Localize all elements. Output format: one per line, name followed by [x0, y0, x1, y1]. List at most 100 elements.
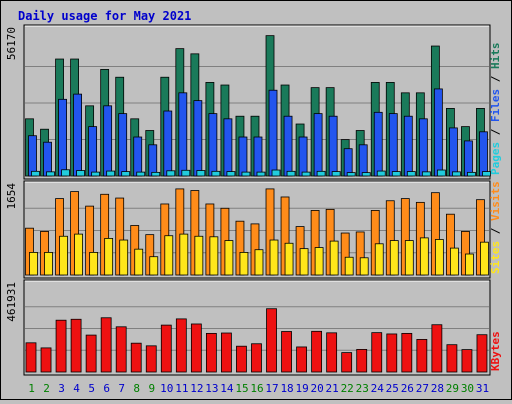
bar-files-5 — [88, 126, 98, 177]
bar-kbytes-10 — [160, 324, 172, 373]
legend-separator: / — [489, 221, 502, 241]
legend-entry-files: Files — [489, 89, 502, 122]
bar-sites-4 — [74, 233, 83, 276]
bar-sites-24 — [374, 243, 384, 276]
bar-files-24 — [373, 111, 383, 177]
bar-kbytes-12 — [190, 323, 202, 373]
bar-pages-8 — [136, 171, 146, 177]
bar-kbytes-13 — [205, 332, 217, 373]
legend-bottom: KBytes — [489, 331, 502, 371]
bar-files-6 — [103, 105, 113, 177]
bar-pages-27 — [421, 171, 431, 177]
bar-sites-29 — [450, 247, 459, 276]
x-tick-label-24: 24 — [371, 382, 385, 395]
bar-sites-22 — [344, 256, 354, 276]
bar-kbytes-28 — [431, 324, 443, 373]
bar-files-4 — [73, 93, 82, 177]
bar-files-9 — [148, 144, 158, 177]
bar-pages-12 — [196, 170, 206, 177]
x-tick-label-22: 22 — [341, 382, 354, 395]
x-tick-label-23: 23 — [356, 382, 369, 395]
bar-files-18 — [283, 115, 293, 177]
bar-pages-17 — [271, 169, 281, 177]
bar-kbytes-7 — [115, 326, 127, 373]
x-tick-label-15: 15 — [235, 382, 248, 395]
x-tick-label-8: 8 — [133, 382, 140, 395]
bar-pages-4 — [76, 170, 85, 177]
legend-separator: / — [489, 122, 502, 142]
bar-sites-31 — [480, 241, 489, 276]
bar-kbytes-11 — [175, 318, 187, 373]
x-tick-label-29: 29 — [446, 382, 459, 395]
bar-kbytes-1 — [25, 342, 37, 373]
bar-sites-26 — [404, 240, 414, 276]
bar-pages-19 — [301, 171, 311, 177]
bar-sites-28 — [434, 239, 444, 276]
bar-sites-6 — [104, 238, 114, 276]
x-tick-label-25: 25 — [386, 382, 399, 395]
bar-sites-18 — [284, 242, 294, 276]
bar-pages-29 — [452, 171, 461, 177]
bar-sites-2 — [44, 252, 53, 276]
bar-sites-15 — [239, 252, 249, 276]
bar-pages-1 — [31, 170, 40, 177]
bar-sites-20 — [314, 247, 324, 276]
x-tick-label-12: 12 — [190, 382, 203, 395]
bar-sites-1 — [29, 252, 38, 276]
legend-top: Pages / Files / Hits — [489, 43, 502, 176]
x-tick-label-17: 17 — [265, 382, 278, 395]
x-tick-label-2: 2 — [43, 382, 50, 395]
bar-files-21 — [328, 115, 338, 177]
bar-sites-13 — [209, 236, 219, 276]
bar-kbytes-4 — [70, 318, 82, 373]
bar-files-22 — [343, 148, 353, 177]
y-max-label-middle: 1654 — [5, 183, 18, 210]
bar-kbytes-5 — [85, 334, 97, 373]
bar-files-1 — [28, 135, 37, 177]
bar-kbytes-2 — [40, 347, 52, 373]
bar-files-15 — [238, 136, 248, 177]
x-tick-label-7: 7 — [118, 382, 125, 395]
bar-kbytes-16 — [251, 343, 262, 373]
x-tick-label-26: 26 — [401, 382, 414, 395]
bar-kbytes-29 — [446, 344, 458, 373]
x-tick-label-11: 11 — [175, 382, 188, 395]
bar-sites-21 — [329, 240, 339, 276]
x-tick-label-3: 3 — [58, 382, 65, 395]
bar-files-12 — [193, 100, 203, 177]
bar-sites-9 — [149, 256, 159, 276]
bar-files-25 — [388, 113, 398, 177]
x-tick-label-14: 14 — [220, 382, 234, 395]
bar-pages-20 — [316, 170, 326, 177]
legend-entry-hits: Hits — [489, 43, 502, 70]
bar-files-29 — [449, 127, 458, 177]
bar-files-23 — [358, 144, 368, 177]
bar-pages-7 — [121, 171, 131, 177]
x-tick-label-1: 1 — [28, 382, 35, 395]
bar-pages-11 — [181, 169, 191, 177]
x-tick-label-5: 5 — [88, 382, 95, 395]
bar-sites-17 — [269, 239, 279, 276]
bar-sites-30 — [465, 253, 474, 276]
x-tick-label-31: 31 — [476, 382, 489, 395]
bar-pages-25 — [391, 171, 401, 177]
bar-pages-9 — [151, 171, 161, 177]
bar-sites-7 — [119, 239, 129, 276]
x-tick-label-30: 30 — [461, 382, 474, 395]
bar-sites-11 — [179, 233, 189, 276]
bar-kbytes-20 — [311, 330, 323, 373]
legend-entry-kbytes: KBytes — [489, 331, 502, 371]
bar-sites-16 — [254, 249, 264, 276]
bar-sites-5 — [89, 252, 99, 276]
bar-kbytes-9 — [145, 345, 157, 373]
x-tick-label-21: 21 — [326, 382, 339, 395]
x-tick-label-9: 9 — [148, 382, 155, 395]
bar-pages-23 — [361, 172, 371, 177]
bar-kbytes-18 — [281, 331, 292, 373]
y-max-label-top: 56170 — [5, 27, 18, 60]
bar-files-14 — [223, 118, 233, 177]
x-tick-label-28: 28 — [431, 382, 444, 395]
bar-files-8 — [133, 136, 143, 177]
bar-sites-12 — [194, 235, 204, 276]
